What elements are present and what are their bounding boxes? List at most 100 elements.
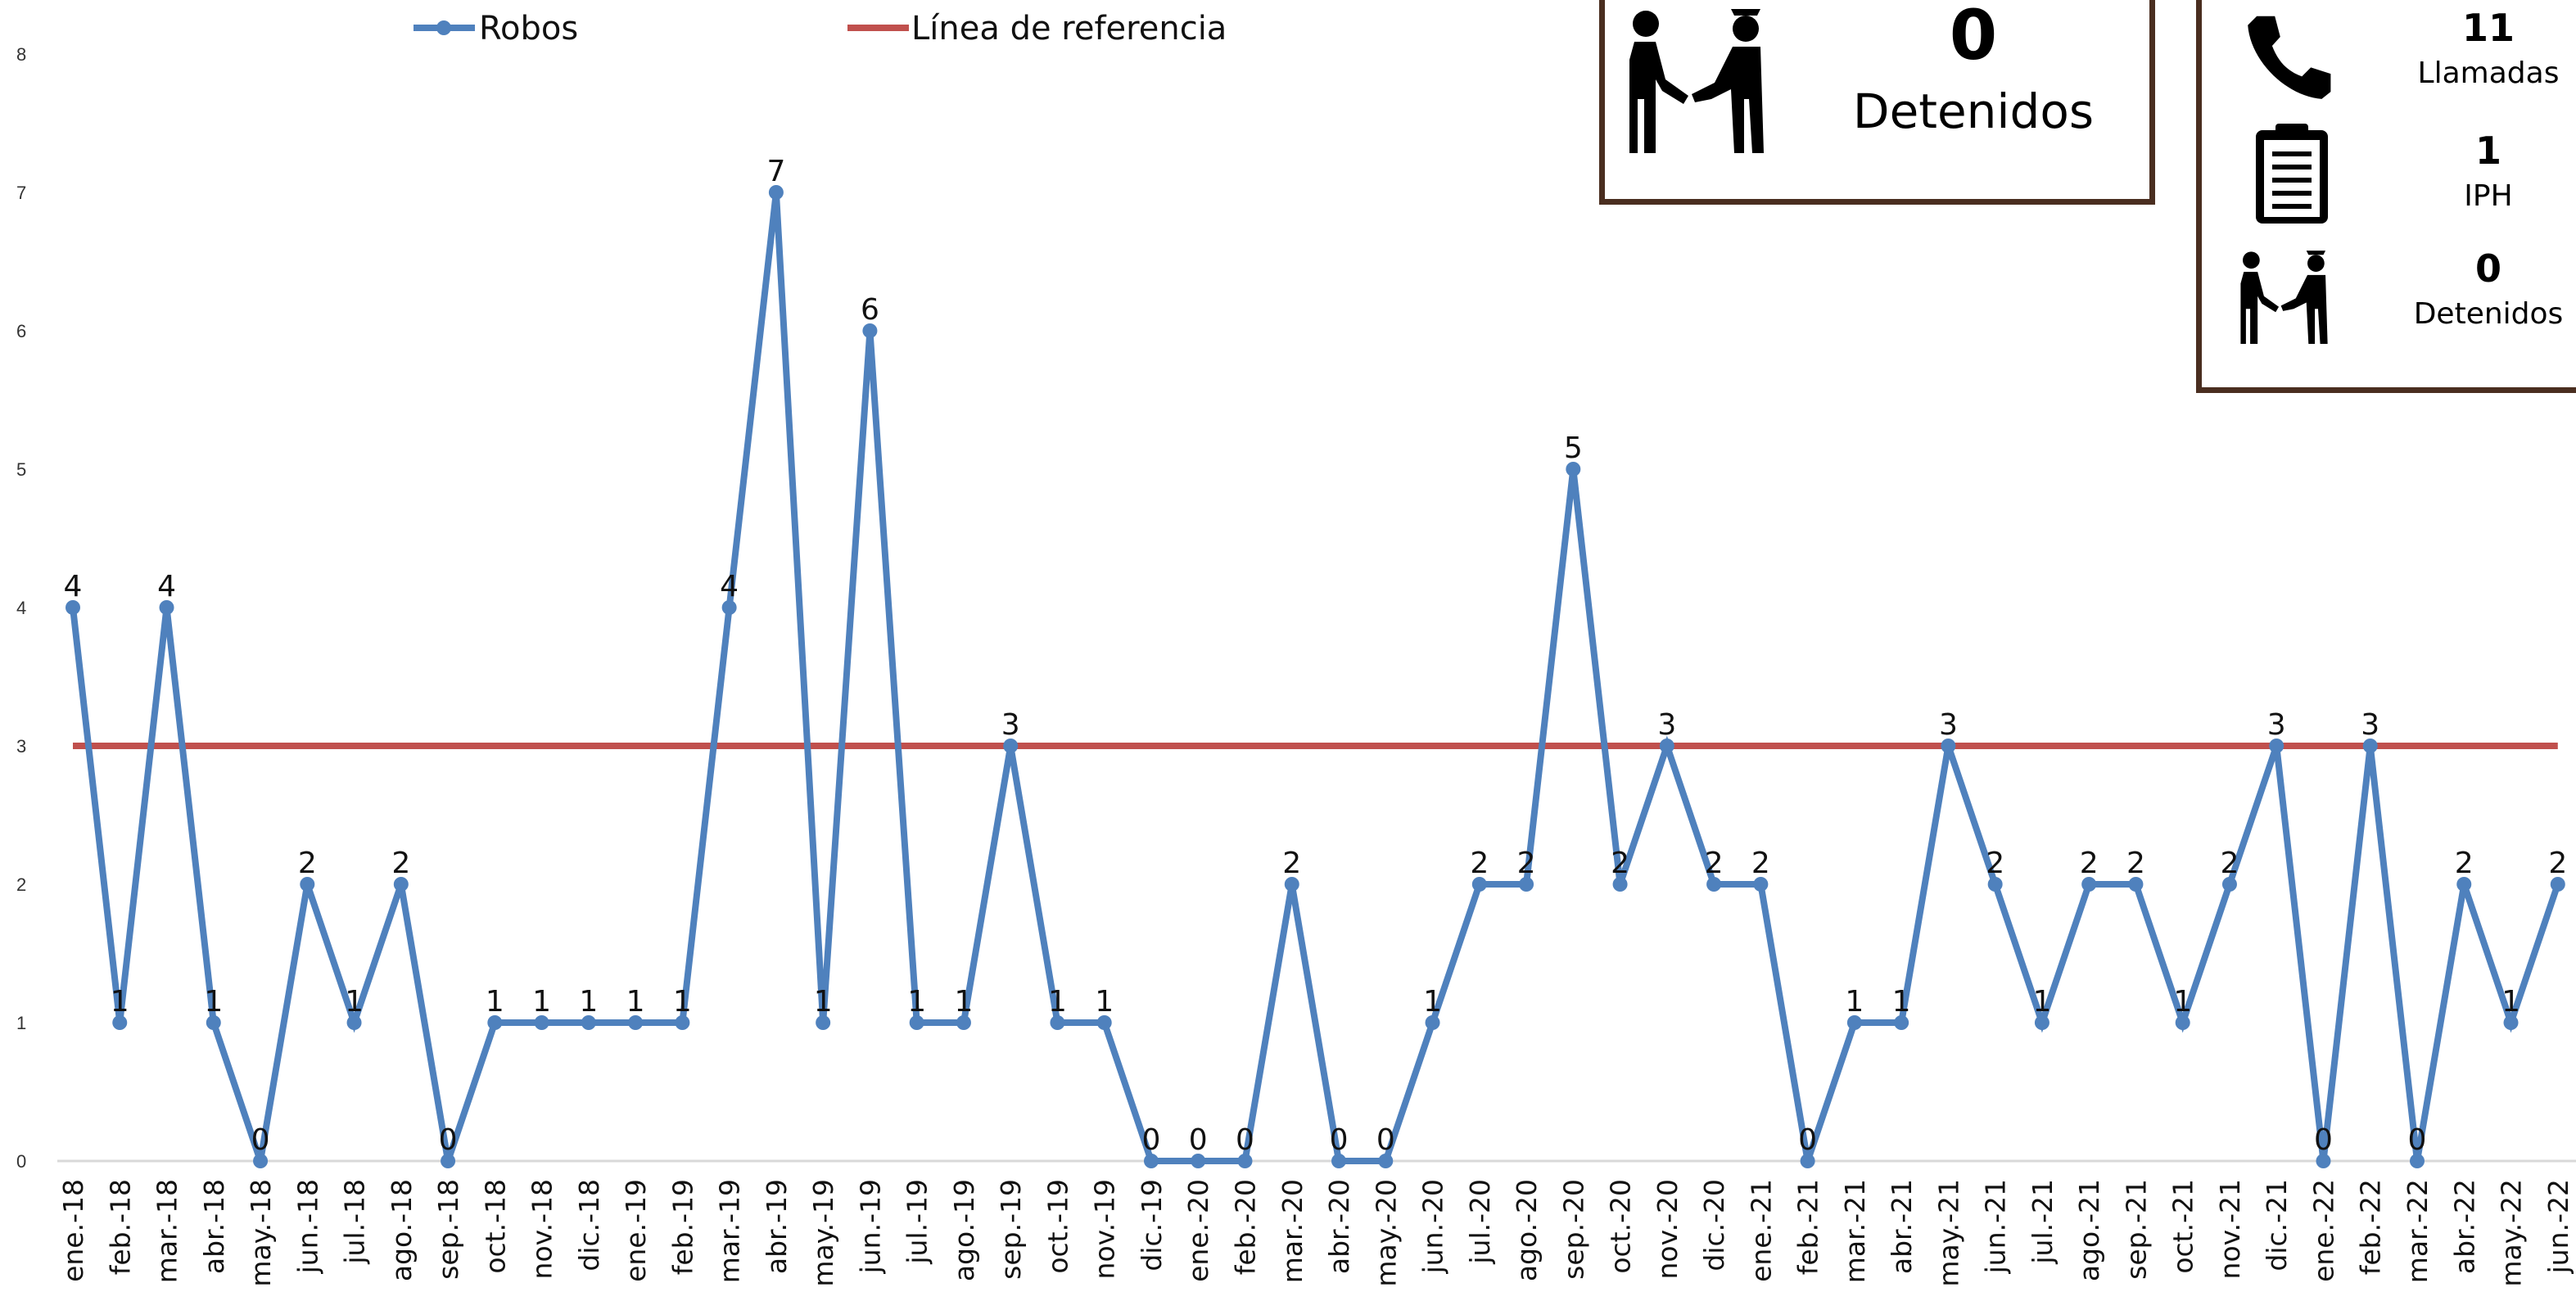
robos-point[interactable] [2081, 877, 2097, 892]
detenidos-count: 0 [1949, 0, 1998, 75]
robos-point[interactable] [2503, 1015, 2519, 1030]
data-label: 2 [2080, 847, 2099, 880]
robos-point[interactable] [159, 600, 174, 615]
data-label: 2 [1986, 847, 2004, 880]
robos-point[interactable] [1519, 877, 1534, 892]
robos-point[interactable] [1096, 1015, 1112, 1030]
legend-item-robos[interactable]: Robos [414, 10, 578, 47]
robos-point[interactable] [2362, 739, 2378, 753]
robos-point[interactable] [2034, 1015, 2050, 1030]
data-label: 2 [1470, 847, 1489, 880]
robos-markers [66, 185, 2565, 1168]
robos-point[interactable] [1987, 877, 2003, 892]
y-tick-label: 2 [16, 874, 26, 895]
robos-point[interactable] [862, 323, 878, 338]
data-label: 2 [298, 847, 317, 880]
x-tick-label: mar.-22 [2402, 1179, 2434, 1283]
robos-point[interactable] [1143, 1154, 1159, 1168]
robos-point[interactable] [2269, 739, 2285, 753]
robos-point[interactable] [2410, 1154, 2425, 1168]
robos-point[interactable] [112, 1015, 128, 1030]
data-label: 1 [2032, 985, 2051, 1019]
detenidos-side-label: Detenidos [2413, 297, 2564, 331]
robos-point[interactable] [1941, 739, 1956, 753]
y-tick-label: 1 [16, 1013, 26, 1033]
robos-point[interactable] [393, 877, 409, 892]
x-tick-label: abr.-20 [1323, 1179, 1355, 1274]
robos-point[interactable] [816, 1015, 831, 1030]
robos-point[interactable] [1378, 1154, 1394, 1168]
robos-point[interactable] [1800, 1154, 1815, 1168]
robos-point[interactable] [2316, 1154, 2331, 1168]
x-tick-label: ene.-20 [1182, 1179, 1214, 1282]
x-tick-label: may.-19 [807, 1179, 839, 1287]
x-tick-label: abr.-22 [2448, 1179, 2480, 1274]
y-tick-label: 0 [16, 1151, 26, 1172]
robos-point[interactable] [206, 1015, 221, 1030]
data-label: 1 [814, 985, 833, 1019]
data-label: 2 [2126, 847, 2145, 880]
robos-point[interactable] [300, 877, 315, 892]
robos-point[interactable] [2221, 877, 2237, 892]
robos-point[interactable] [581, 1015, 596, 1030]
data-label: 1 [111, 985, 129, 1019]
data-label: 1 [673, 985, 692, 1019]
robos-point[interactable] [1425, 1015, 1440, 1030]
x-tick-label: ago.-20 [1511, 1179, 1543, 1281]
x-tick-label: dic.-21 [2261, 1179, 2293, 1272]
robos-point[interactable] [1706, 877, 1722, 892]
data-label: 2 [2221, 847, 2239, 880]
data-label: 1 [2173, 985, 2192, 1019]
robos-point[interactable] [2175, 1015, 2190, 1030]
arrest-icon [2240, 251, 2328, 345]
data-label: 0 [1330, 1123, 1349, 1157]
robos-point[interactable] [1753, 877, 1769, 892]
robos-point[interactable] [1237, 1154, 1253, 1168]
robos-point[interactable] [675, 1015, 690, 1030]
x-tick-label: abr.-21 [1886, 1179, 1918, 1274]
robos-point[interactable] [1894, 1015, 1909, 1030]
x-tick-label: sep.-19 [995, 1179, 1027, 1280]
robos-point[interactable] [1659, 739, 1674, 753]
robos-point[interactable] [1050, 1015, 1065, 1030]
robos-point[interactable] [534, 1015, 549, 1030]
robos-point[interactable] [721, 600, 737, 615]
x-tick-label: ene.-19 [620, 1179, 652, 1282]
robos-point[interactable] [1191, 1154, 1206, 1168]
robos-point[interactable] [2456, 877, 2472, 892]
robos-point[interactable] [1846, 1015, 1862, 1030]
robos-point[interactable] [346, 1015, 362, 1030]
x-tick-label: nov.-19 [1089, 1179, 1121, 1279]
robos-point[interactable] [909, 1015, 924, 1030]
legend-label-robos: Robos [479, 10, 578, 47]
data-label: 1 [579, 985, 598, 1019]
robos-point[interactable] [1331, 1154, 1347, 1168]
robos-point[interactable] [2550, 877, 2565, 892]
robos-point[interactable] [487, 1015, 503, 1030]
data-label: 2 [2455, 847, 2474, 880]
robos-point[interactable] [1612, 877, 1628, 892]
legend-item-reference[interactable]: Línea de referencia [847, 10, 1227, 47]
robos-point[interactable] [1284, 877, 1299, 892]
legend-label-reference: Línea de referencia [911, 10, 1227, 47]
robos-point[interactable] [768, 185, 784, 200]
robos-point[interactable] [956, 1015, 971, 1030]
x-tick-label: feb.-21 [1792, 1179, 1824, 1275]
y-tick-label: 4 [16, 598, 26, 618]
robos-point[interactable] [1003, 739, 1019, 753]
robos-point[interactable] [66, 600, 80, 615]
robos-point[interactable] [441, 1154, 456, 1168]
x-tick-label: mar.-18 [151, 1179, 183, 1283]
x-tick-label: abr.-19 [761, 1179, 793, 1274]
detenidos-label: Detenidos [1852, 84, 2095, 139]
series-line-robos [70, 192, 2561, 1164]
robos-point[interactable] [1471, 877, 1487, 892]
y-tick-label: 3 [16, 736, 26, 757]
data-label: 2 [1611, 847, 1629, 880]
x-tick-label: jul.-18 [339, 1179, 371, 1265]
robos-point[interactable] [1566, 462, 1581, 477]
robos-point[interactable] [253, 1154, 269, 1168]
robos-point[interactable] [628, 1015, 644, 1030]
robos-point[interactable] [2128, 877, 2144, 892]
data-label: 1 [1845, 985, 1864, 1019]
